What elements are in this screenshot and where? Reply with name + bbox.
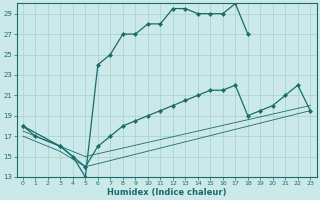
X-axis label: Humidex (Indice chaleur): Humidex (Indice chaleur) (107, 188, 226, 197)
